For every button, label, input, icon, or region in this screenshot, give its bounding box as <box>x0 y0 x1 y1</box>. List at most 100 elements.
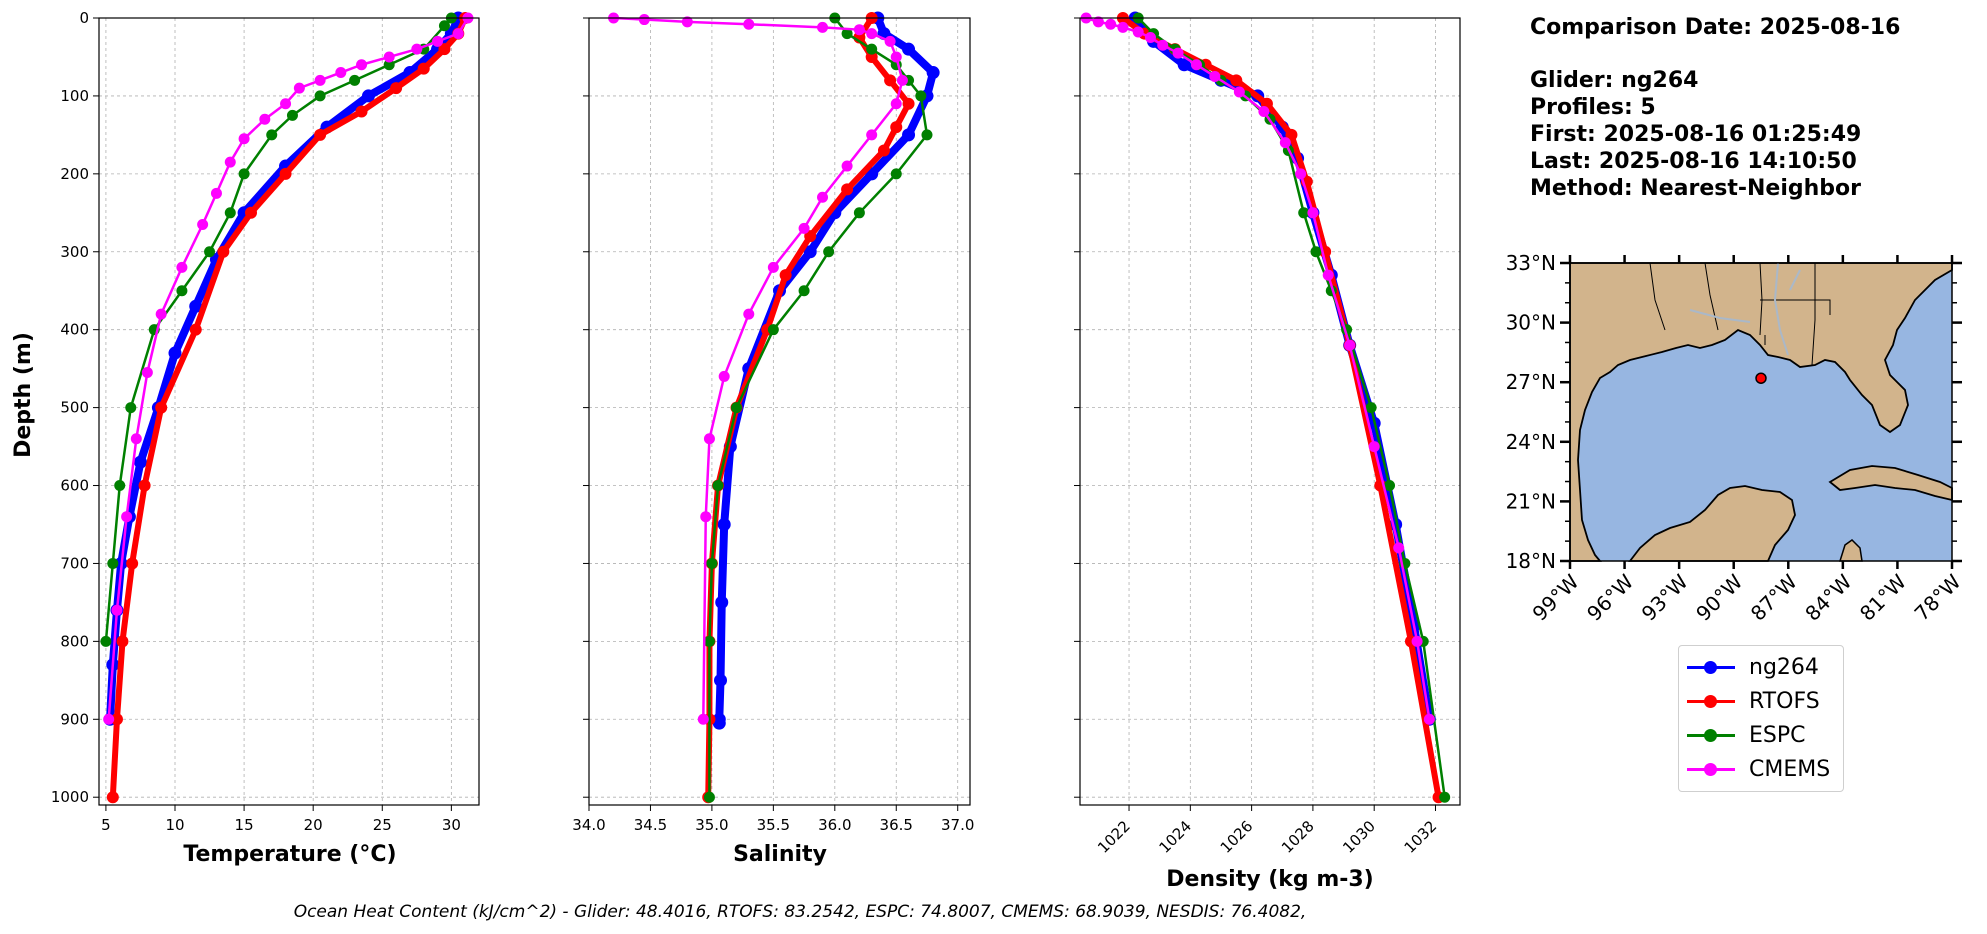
x-tick-label: 1026 <box>1217 817 1257 857</box>
data-point-ESPC <box>238 168 250 180</box>
data-point-CMEMS <box>697 713 709 725</box>
data-point-CMEMS <box>411 43 423 55</box>
data-point-RTOFS <box>138 479 151 492</box>
series-line-CMEMS <box>107 17 470 720</box>
data-point-ESPC <box>703 635 715 647</box>
data-point-ng264 <box>714 673 728 687</box>
data-point-RTOFS <box>438 43 451 56</box>
data-point-CMEMS <box>224 156 236 168</box>
x-tick-label: 25 <box>373 816 392 834</box>
data-point-ESPC <box>314 90 326 102</box>
data-point-RTOFS <box>779 269 792 282</box>
data-point-ESPC <box>915 90 927 102</box>
location-map: 33°N 30°N 27°N 24°N 21°N 18°N99°W96°W93°W90°W… <box>1506 251 1966 626</box>
x-tick-label: 10 <box>165 816 184 834</box>
data-point-CMEMS <box>638 14 650 26</box>
data-point-CMEMS <box>1144 31 1156 43</box>
data-point-CMEMS <box>767 261 779 273</box>
x-tick-label: 36.5 <box>880 816 913 834</box>
y-tick-label: 0 <box>79 9 89 27</box>
y-tick-label: 400 <box>60 321 89 339</box>
data-point-ESPC <box>730 402 742 414</box>
legend-label: RTOFS <box>1749 688 1820 714</box>
data-point-ESPC <box>204 246 216 258</box>
data-point-ng264 <box>902 42 916 56</box>
data-point-RTOFS <box>902 97 915 110</box>
legend-marker <box>1704 694 1717 708</box>
comparison-date: Comparison Date: 2025-08-16 <box>1530 15 1901 40</box>
map-land-yucatan <box>1628 485 1796 562</box>
map-borders <box>1649 262 1831 366</box>
data-point-ng264 <box>189 299 203 313</box>
lon-tick-label: 93°W <box>1637 569 1693 625</box>
info-spacer <box>1530 41 1900 67</box>
data-point-CMEMS <box>130 433 142 445</box>
legend-item-ng264: ng264 <box>1687 652 1819 682</box>
lon-tick-label: 84°W <box>1800 569 1856 625</box>
data-point-CMEMS <box>280 98 292 110</box>
x-tick-label: 1032 <box>1401 817 1441 857</box>
data-point-ESPC <box>224 207 236 219</box>
data-point-CMEMS <box>743 308 755 320</box>
data-point-ESPC <box>1298 207 1310 219</box>
data-point-CMEMS <box>718 370 730 382</box>
map-frame <box>1569 262 1953 562</box>
lon-tick-label: 87°W <box>1746 569 1802 625</box>
temperature-axis-label: Temperature (°C) <box>183 842 396 867</box>
data-point-CMEMS <box>1233 86 1245 98</box>
temperature-panel: 5 10 15 20 25 3001002003004005006007008009001… <box>51 9 480 834</box>
data-point-CMEMS <box>238 133 250 145</box>
y-tick-label: 200 <box>60 165 89 183</box>
lat-tick-label: 30°N <box>1506 311 1556 335</box>
map-rivers <box>1689 262 1801 356</box>
lat-tick-label: 27°N <box>1506 370 1556 394</box>
data-point-RTOFS <box>890 121 903 134</box>
data-point-ESPC <box>114 480 126 492</box>
legend: ng264 RTOFS ESPC CMEMS <box>1678 645 1844 792</box>
data-point-CMEMS <box>817 21 829 33</box>
data-point-RTOFS <box>1285 128 1298 141</box>
data-point-CMEMS <box>1157 39 1169 51</box>
data-point-CMEMS <box>432 35 444 47</box>
lat-tick-label: 33°N <box>1506 251 1556 275</box>
glider-location-marker <box>1755 372 1767 384</box>
lon-tick-label: 81°W <box>1855 569 1911 625</box>
data-point-RTOFS <box>189 323 202 336</box>
data-point-RTOFS <box>217 245 230 258</box>
data-point-CMEMS <box>141 367 153 379</box>
data-point-RTOFS <box>417 62 430 75</box>
first-time: First: 2025-08-16 01:25:49 <box>1530 122 1862 147</box>
data-point-ng264 <box>715 595 729 609</box>
data-point-ng264 <box>926 66 940 80</box>
data-point-ESPC <box>107 557 119 569</box>
data-point-CMEMS <box>1117 21 1129 33</box>
x-tick-label: 1024 <box>1155 817 1195 857</box>
data-point-CMEMS <box>383 51 395 63</box>
profile-count: Profiles: 5 <box>1530 95 1656 120</box>
salinity-panel: 34.0 34.5 35.0 35.5 36.0 36.5 37.0 <box>572 11 974 834</box>
data-point-ng264 <box>902 128 916 142</box>
y-tick-label: 900 <box>60 710 89 728</box>
data-point-CMEMS <box>103 713 115 725</box>
y-tick-label: 500 <box>60 399 89 417</box>
data-point-CMEMS <box>1411 635 1423 647</box>
data-point-ESPC <box>100 635 112 647</box>
data-point-RTOFS <box>1230 74 1243 87</box>
data-point-RTOFS <box>279 167 292 180</box>
data-point-CMEMS <box>681 16 693 28</box>
legend-swatch <box>1687 728 1735 742</box>
data-point-CMEMS <box>1092 16 1104 28</box>
data-point-CMEMS <box>1105 18 1117 30</box>
data-point-ng264 <box>803 245 817 259</box>
data-point-CMEMS <box>896 74 908 86</box>
legend-item-ESPC: ESPC <box>1687 720 1806 750</box>
data-point-CMEMS <box>890 51 902 63</box>
salinity-axis-label: Salinity <box>733 842 827 867</box>
data-point-CMEMS <box>703 433 715 445</box>
x-tick-label: 1022 <box>1094 817 1134 857</box>
data-point-RTOFS <box>865 50 878 63</box>
data-point-CMEMS <box>197 218 209 230</box>
data-point-RTOFS <box>126 557 139 570</box>
data-point-CMEMS <box>452 28 464 40</box>
